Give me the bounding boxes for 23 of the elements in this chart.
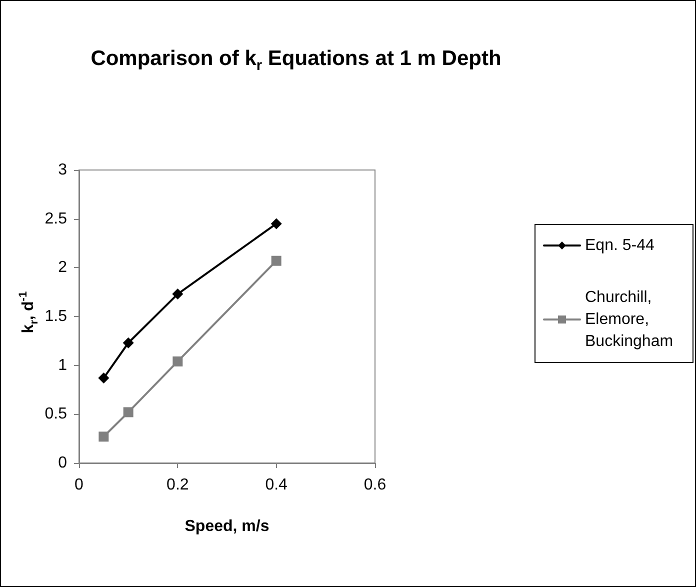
x-tick-label: 0.4	[265, 476, 288, 494]
x-tick-label: 0	[74, 476, 84, 494]
y-tick-label: 1	[58, 356, 68, 374]
point	[122, 337, 134, 348]
x-axis-title: Speed, m/s	[184, 518, 270, 536]
x-tick-label: 0.6	[364, 476, 386, 494]
y-tick-label: 2.5	[44, 210, 68, 228]
point	[172, 288, 184, 300]
point	[98, 432, 109, 442]
y-tick-label: 0.5	[44, 406, 68, 423]
legend-label: Eqn. 5-44	[585, 237, 654, 254]
y-tick-label: 0	[58, 454, 68, 472]
point	[271, 256, 282, 266]
point	[98, 372, 110, 384]
x-tick-label: 0.2	[166, 476, 189, 494]
legend-label: Churchill, Elemore, Buckingham	[585, 289, 674, 350]
point	[172, 356, 183, 366]
y-tick-label: 2	[58, 259, 68, 276]
y-tick-label: 1.5	[44, 308, 68, 325]
point	[123, 407, 134, 418]
y-tick-label: 3	[58, 162, 68, 178]
point	[270, 218, 282, 230]
chart-title: Comparison of k$_{r}$ Equations at 1 m Depth	[90, 46, 502, 76]
